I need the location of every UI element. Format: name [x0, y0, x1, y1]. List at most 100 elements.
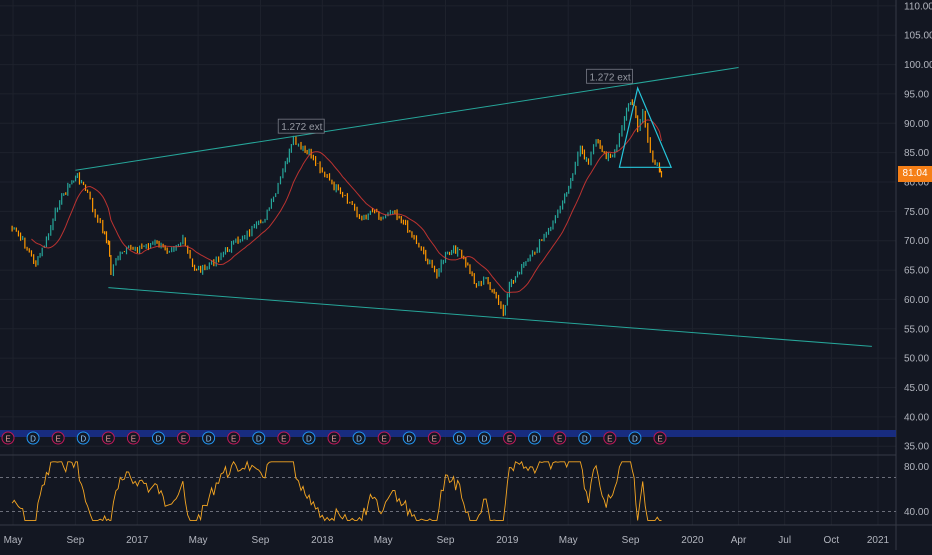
- rsi-tick-label: 40.00: [904, 507, 929, 518]
- dividend-marker: [76, 431, 90, 445]
- y-tick-label: 50.00: [904, 354, 929, 365]
- fib-ext-label-box: [586, 68, 633, 84]
- dividend-marker-label: D: [30, 435, 36, 444]
- x-tick-label: Sep: [622, 535, 640, 546]
- y-tick-label: 100.00: [904, 60, 932, 71]
- earnings-marker-label: E: [331, 435, 336, 444]
- earnings-marker: [503, 431, 517, 445]
- fib-ext-label: 1.272 ext: [281, 122, 322, 133]
- upper-channel-line: [75, 67, 739, 171]
- earnings-marker-label: E: [181, 435, 186, 444]
- x-tick-label: Sep: [67, 535, 85, 546]
- dividend-marker: [528, 431, 542, 445]
- earnings-marker-label: E: [657, 435, 662, 444]
- x-tick-label: 2021: [867, 535, 890, 546]
- dividend-marker: [302, 431, 316, 445]
- earnings-marker-label: E: [131, 435, 136, 444]
- x-tick-label: Oct: [824, 535, 840, 546]
- x-tick-label: Sep: [437, 535, 455, 546]
- y-tick-label: 35.00: [904, 442, 929, 453]
- lower-channel-line: [108, 287, 872, 347]
- earnings-marker-label: E: [281, 435, 286, 444]
- dividend-marker: [202, 431, 216, 445]
- earnings-band: [0, 430, 896, 437]
- dividend-marker: [578, 431, 592, 445]
- dividend-marker-label: D: [206, 435, 212, 444]
- dividend-marker-label: D: [356, 435, 362, 444]
- y-tick-label: 40.00: [904, 412, 929, 423]
- earnings-marker-label: E: [5, 435, 10, 444]
- x-tick-label: May: [4, 535, 23, 546]
- x-tick-label: 2019: [496, 535, 519, 546]
- dividend-marker-label: D: [482, 435, 488, 444]
- earnings-marker-label: E: [432, 435, 437, 444]
- y-tick-label: 105.00: [904, 31, 932, 42]
- earnings-marker-label: E: [557, 435, 562, 444]
- earnings-marker: [126, 431, 140, 445]
- x-tick-label: May: [189, 535, 208, 546]
- dividend-marker: [452, 431, 466, 445]
- earnings-marker: [553, 431, 567, 445]
- y-tick-label: 95.00: [904, 89, 929, 100]
- y-tick-label: 90.00: [904, 119, 929, 130]
- rsi-tick-label: 80.00: [904, 462, 929, 473]
- x-tick-label: May: [374, 535, 393, 546]
- earnings-marker-label: E: [231, 435, 236, 444]
- y-tick-label: 65.00: [904, 266, 929, 277]
- x-tick-label: Jul: [778, 535, 791, 546]
- fib-ext-label: 1.272 ext: [589, 72, 630, 83]
- dividend-marker-label: D: [406, 435, 412, 444]
- earnings-marker: [653, 431, 667, 445]
- dividend-marker-label: D: [532, 435, 538, 444]
- dividend-marker: [151, 431, 165, 445]
- y-tick-label: 60.00: [904, 295, 929, 306]
- rsi-line: [11, 460, 662, 522]
- triangle-pattern: [618, 86, 673, 168]
- dividend-marker-label: D: [80, 435, 86, 444]
- dividend-marker-label: D: [632, 435, 638, 444]
- x-tick-label: 2017: [126, 535, 149, 546]
- x-tick-label: Sep: [252, 535, 270, 546]
- x-tick-label: 2018: [311, 535, 334, 546]
- earnings-marker: [177, 431, 191, 445]
- dividend-marker-label: D: [256, 435, 262, 444]
- fib-ext-label-box: [277, 118, 325, 134]
- x-tick-label: May: [559, 535, 578, 546]
- earnings-marker: [327, 431, 341, 445]
- x-tick-label: 2020: [681, 535, 704, 546]
- y-tick-label: 55.00: [904, 324, 929, 335]
- y-tick-label: 70.00: [904, 236, 929, 247]
- dividend-marker-label: D: [306, 435, 312, 444]
- y-tick-label: 80.00: [904, 178, 929, 189]
- earnings-marker: [427, 431, 441, 445]
- y-tick-label: 110.00: [904, 1, 932, 12]
- y-tick-label: 75.00: [904, 207, 929, 218]
- dividend-marker: [252, 431, 266, 445]
- dividend-marker: [402, 431, 416, 445]
- earnings-marker-label: E: [55, 435, 60, 444]
- x-tick-label: Apr: [731, 535, 747, 546]
- moving-average-line: [31, 119, 662, 293]
- earnings-marker-label: E: [381, 435, 386, 444]
- price-bars: [11, 99, 663, 317]
- dividend-marker-label: D: [156, 435, 162, 444]
- y-tick-label: 85.00: [904, 148, 929, 159]
- dividend-marker: [26, 431, 40, 445]
- y-tick-label: 45.00: [904, 383, 929, 394]
- dividend-marker: [352, 431, 366, 445]
- earnings-marker-label: E: [106, 435, 111, 444]
- earnings-marker-label: E: [507, 435, 512, 444]
- earnings-marker: [1, 431, 15, 445]
- earnings-marker: [101, 431, 115, 445]
- dividend-marker: [628, 431, 642, 445]
- earnings-marker: [227, 431, 241, 445]
- earnings-marker: [277, 431, 291, 445]
- dividend-marker-label: D: [582, 435, 588, 444]
- earnings-marker-label: E: [607, 435, 612, 444]
- earnings-marker: [377, 431, 391, 445]
- dividend-marker: [477, 431, 491, 445]
- earnings-marker: [51, 431, 65, 445]
- earnings-marker: [603, 431, 617, 445]
